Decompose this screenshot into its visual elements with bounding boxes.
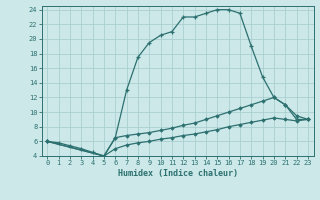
X-axis label: Humidex (Indice chaleur): Humidex (Indice chaleur) (118, 169, 237, 178)
